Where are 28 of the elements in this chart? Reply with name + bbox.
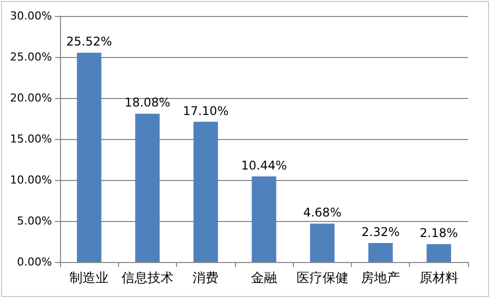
bar [135, 114, 160, 262]
data-label: 17.10% [182, 104, 229, 118]
bar [426, 244, 452, 262]
data-label: 25.52% [66, 34, 112, 49]
y-tick-label: 15.00% [10, 132, 52, 146]
bar [193, 122, 218, 262]
y-tick-label: 20.00% [10, 92, 52, 104]
y-tick-label: 5.00% [17, 214, 52, 228]
y-tick-label: 10.00% [10, 174, 52, 186]
data-label: 2.18% [420, 226, 458, 240]
x-tick-label: 消费 [192, 271, 219, 286]
data-label: 2.32% [362, 224, 400, 239]
x-tick-label: 金融 [251, 271, 277, 286]
bar [76, 52, 102, 262]
x-tick-label: 信息技术 [121, 271, 174, 286]
y-tick-label: 25.00% [10, 50, 52, 64]
y-tick-label: 30.00% [10, 10, 52, 22]
x-tick-label: 医疗保健 [296, 271, 348, 286]
x-tick-label: 房地产 [361, 270, 400, 286]
bar [310, 224, 335, 262]
bar [368, 242, 393, 262]
data-label: 4.68% [303, 206, 342, 220]
data-label: 10.44% [241, 158, 287, 172]
x-tick-label: 制造业 [70, 271, 109, 286]
bar [252, 176, 276, 262]
data-label: 18.08% [124, 96, 170, 110]
x-tick-label: 原材料 [419, 271, 458, 286]
y-tick-label: 0.00% [17, 256, 52, 268]
